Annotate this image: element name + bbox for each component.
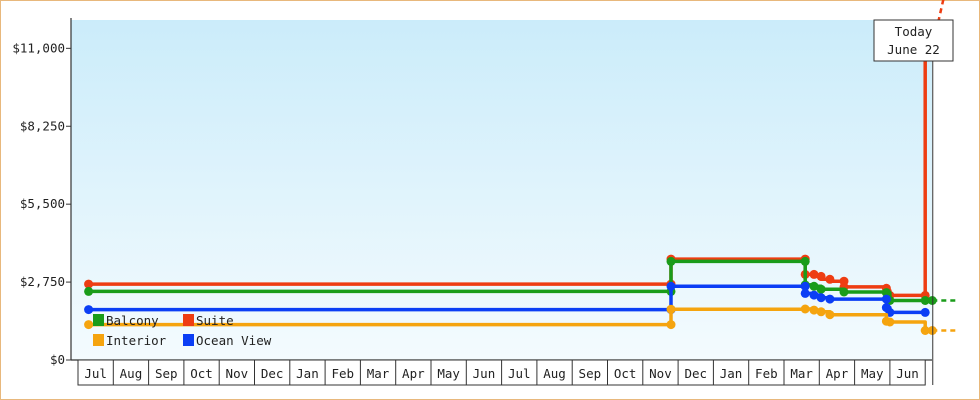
data-point-balcony — [816, 284, 826, 294]
y-tick-label: $11,000 — [12, 40, 65, 55]
x-tick-label: Aug — [543, 366, 566, 381]
x-tick-label: Oct — [190, 366, 213, 381]
series-layer — [84, 0, 957, 335]
data-point-balcony — [809, 281, 819, 291]
x-tick-label: Sep — [579, 366, 602, 381]
data-point-balcony — [839, 287, 849, 297]
x-tick-label: Aug — [120, 366, 143, 381]
y-tick-label: $2,750 — [20, 274, 65, 289]
today-date: June 22 — [887, 42, 940, 57]
data-point-balcony — [84, 286, 94, 296]
x-axis: Jul Aug Sep Oct Nov Dec Jan Feb Mar Apr May Jun Jul A… — [71, 359, 932, 386]
data-point-balcony — [920, 296, 930, 305]
data-point-balcony — [800, 256, 810, 266]
data-point-balcony — [881, 288, 891, 298]
x-tick-label: Mar — [367, 366, 390, 381]
x-tick-label: May — [437, 366, 460, 381]
data-point-interior — [800, 304, 810, 314]
x-tick-label: Jun — [473, 366, 496, 381]
x-tick-label: Jul — [84, 366, 107, 381]
y-tick-label: $5,500 — [20, 196, 65, 211]
data-point-suite — [825, 274, 835, 284]
data-point-ocean-view — [881, 294, 891, 304]
y-tick-label: $8,250 — [20, 118, 65, 133]
plot-area — [71, 20, 932, 360]
data-point-ocean-view — [800, 288, 810, 298]
data-point-interior — [816, 307, 826, 317]
x-tick-label: Jun — [896, 366, 919, 381]
x-tick-label: Nov — [649, 366, 672, 381]
legend-swatch-interior — [93, 334, 104, 346]
legend-label-interior: Interior — [106, 333, 167, 348]
legend-label-suite: Suite — [196, 313, 234, 328]
legend-label-ocean-view: Ocean View — [196, 333, 272, 348]
legend-label-balcony: Balcony — [106, 313, 159, 328]
data-point-ocean-view — [800, 281, 810, 291]
x-tick-label: Jul — [508, 366, 531, 381]
legend-swatch-balcony — [93, 314, 104, 326]
x-tick-label: Apr — [402, 366, 425, 381]
data-point-ocean-view — [920, 307, 930, 317]
data-point-suite — [816, 271, 826, 281]
x-tick-label: Jan — [720, 366, 743, 381]
x-tick-label: Feb — [755, 366, 778, 381]
data-point-suite — [809, 269, 819, 279]
x-tick-label: May — [861, 366, 884, 381]
data-point-balcony — [666, 256, 676, 266]
data-point-ocean-view — [825, 294, 835, 304]
x-tick-label: Oct — [614, 366, 637, 381]
legend-swatch-suite — [183, 314, 194, 326]
data-point-ocean-view — [809, 290, 819, 300]
legend: Balcony Suite Interior Ocean View — [93, 313, 272, 348]
x-tick-label: Mar — [790, 366, 813, 381]
x-tick-label: Nov — [226, 366, 249, 381]
data-point-interior — [666, 320, 676, 330]
series-interior — [84, 304, 957, 335]
data-point-ocean-view — [84, 305, 94, 315]
x-tick-label: Dec — [684, 366, 707, 381]
data-point-ocean-view — [666, 281, 676, 291]
x-tick-label: Feb — [331, 366, 354, 381]
series-ocean-view — [84, 281, 930, 317]
today-marker: Today June 22 — [873, 19, 954, 385]
y-tick-label: $0 — [50, 352, 65, 367]
x-tick-label: Sep — [155, 366, 178, 381]
legend-swatch-ocean-view — [183, 334, 194, 346]
today-label-box — [873, 19, 954, 62]
data-point-interior — [809, 305, 819, 315]
data-point-interior — [885, 317, 895, 327]
series-balcony — [84, 256, 957, 305]
data-point-interior — [666, 304, 676, 314]
data-point-interior — [84, 320, 94, 330]
today-label: Today — [895, 24, 933, 39]
x-tick-label: Dec — [261, 366, 284, 381]
x-tick-label: Apr — [826, 366, 849, 381]
data-point-interior — [920, 326, 930, 335]
y-axis: $0 $2,750 $5,500 $8,250 $11,000 — [12, 18, 72, 367]
data-point-interior — [825, 310, 835, 320]
data-point-suite — [84, 279, 94, 289]
x-tick-label: Jan — [296, 366, 319, 381]
data-point-ocean-view — [816, 293, 826, 303]
